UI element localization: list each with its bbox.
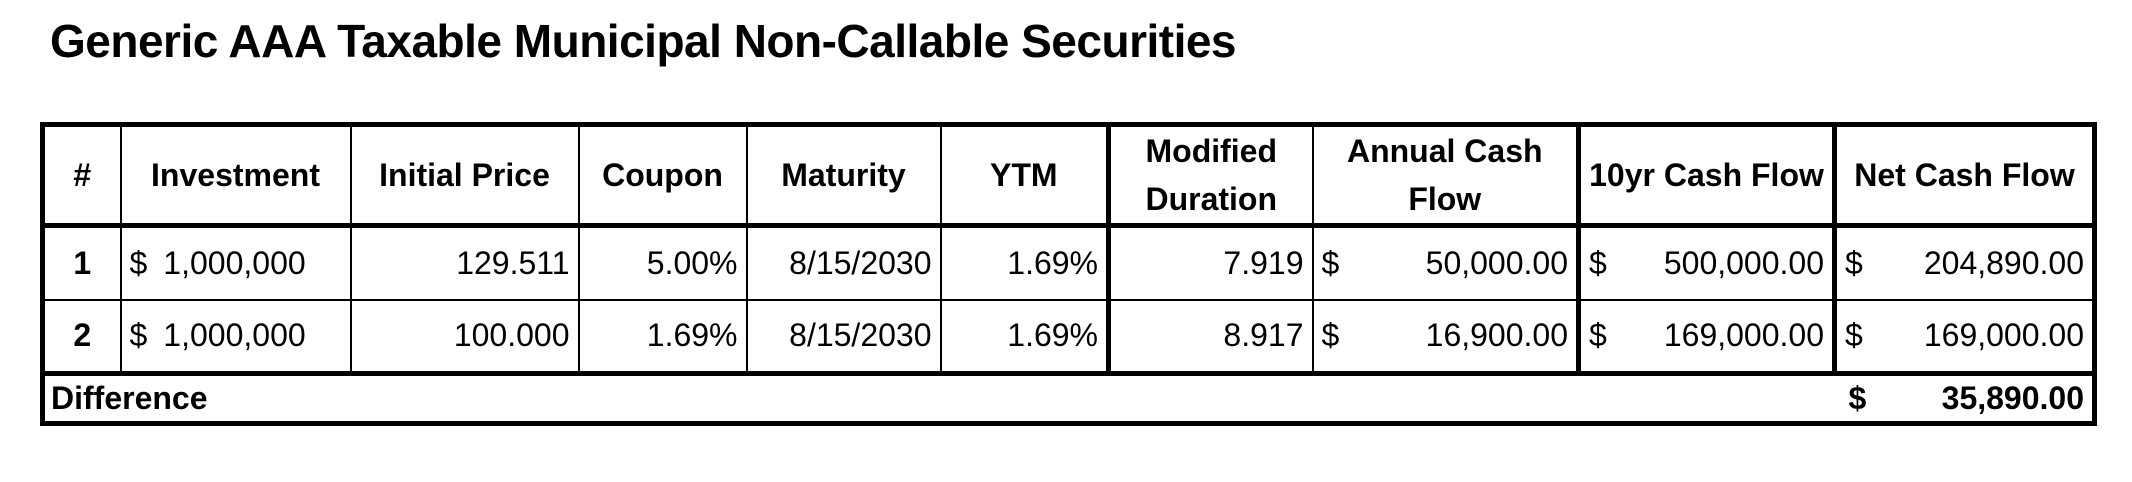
investment-value: 1,000,000: [163, 244, 306, 281]
difference-row: Difference $35,890.00: [41, 371, 2096, 425]
currency-symbol: $: [1321, 317, 1340, 354]
investment-cell: $1,000,000: [119, 298, 352, 375]
investment-value: 1,000,000: [163, 317, 306, 354]
difference-label: Difference: [41, 371, 1835, 425]
column-header-annual-cash-flow: Annual Cash Flow: [1311, 123, 1581, 227]
initial-price-cell: 100.000: [349, 298, 580, 375]
net-cash-flow-value: 169,000.00: [1923, 317, 2084, 354]
table-row: 2 $1,000,000 100.000 1.69% 8/15/2030 1.6…: [41, 298, 2096, 375]
tenyr-cash-flow-cell: $500,000.00: [1577, 224, 1837, 301]
currency-symbol: $: [1848, 380, 1867, 416]
column-header-ytm: YTM: [939, 123, 1111, 227]
initial-price-cell: 129.511: [349, 224, 580, 301]
column-header-coupon: Coupon: [577, 123, 748, 227]
net-cash-flow-cell: $169,000.00: [1833, 298, 2096, 375]
maturity-cell: 8/15/2030: [745, 224, 942, 301]
currency-symbol: $: [1845, 244, 1863, 281]
modified-duration-cell: 7.919: [1107, 224, 1314, 301]
modified-duration-cell: 8.917: [1107, 298, 1314, 375]
currency-symbol: $: [1845, 317, 1863, 354]
difference-value: 35,890.00: [1941, 380, 2084, 416]
difference-value-cell: $35,890.00: [1834, 371, 2096, 425]
coupon-cell: 1.69%: [577, 298, 748, 375]
annual-cash-flow-value: 16,900.00: [1425, 317, 1568, 354]
maturity-cell: 8/15/2030: [745, 298, 942, 375]
currency-symbol: $: [1321, 244, 1340, 281]
column-header-modified-duration: Modified Duration: [1107, 123, 1314, 227]
net-cash-flow-value: 204,890.00: [1923, 244, 2084, 281]
column-header-investment: Investment: [119, 123, 352, 227]
securities-table: # Investment Initial Price Coupon Maturi…: [40, 122, 2097, 426]
page-title: Generic AAA Taxable Municipal Non-Callab…: [50, 15, 1237, 67]
column-header-initial-price: Initial Price: [349, 123, 580, 227]
row-index: 1: [41, 224, 122, 301]
ytm-cell: 1.69%: [939, 224, 1111, 301]
column-header-index: #: [41, 123, 122, 227]
net-cash-flow-cell: $204,890.00: [1833, 224, 2096, 301]
currency-symbol: $: [129, 244, 148, 281]
currency-symbol: $: [129, 317, 148, 354]
investment-cell: $1,000,000: [119, 224, 352, 301]
annual-cash-flow-cell: $50,000.00: [1311, 224, 1581, 301]
coupon-cell: 5.00%: [577, 224, 748, 301]
header-row: # Investment Initial Price Coupon Maturi…: [41, 123, 2096, 227]
column-header-10yr-cash-flow: 10yr Cash Flow: [1577, 123, 1837, 227]
column-header-maturity: Maturity: [745, 123, 942, 227]
annual-cash-flow-value: 50,000.00: [1425, 244, 1568, 281]
tenyr-cash-flow-value: 500,000.00: [1663, 244, 1824, 281]
currency-symbol: $: [1589, 317, 1607, 354]
annual-cash-flow-cell: $16,900.00: [1311, 298, 1581, 375]
row-index: 2: [41, 298, 122, 375]
currency-symbol: $: [1589, 244, 1607, 281]
table-row: 1 $1,000,000 129.511 5.00% 8/15/2030 1.6…: [41, 224, 2096, 301]
tenyr-cash-flow-value: 169,000.00: [1663, 317, 1824, 354]
tenyr-cash-flow-cell: $169,000.00: [1577, 298, 1837, 375]
ytm-cell: 1.69%: [939, 298, 1111, 375]
column-header-net-cash-flow: Net Cash Flow: [1833, 123, 2096, 227]
